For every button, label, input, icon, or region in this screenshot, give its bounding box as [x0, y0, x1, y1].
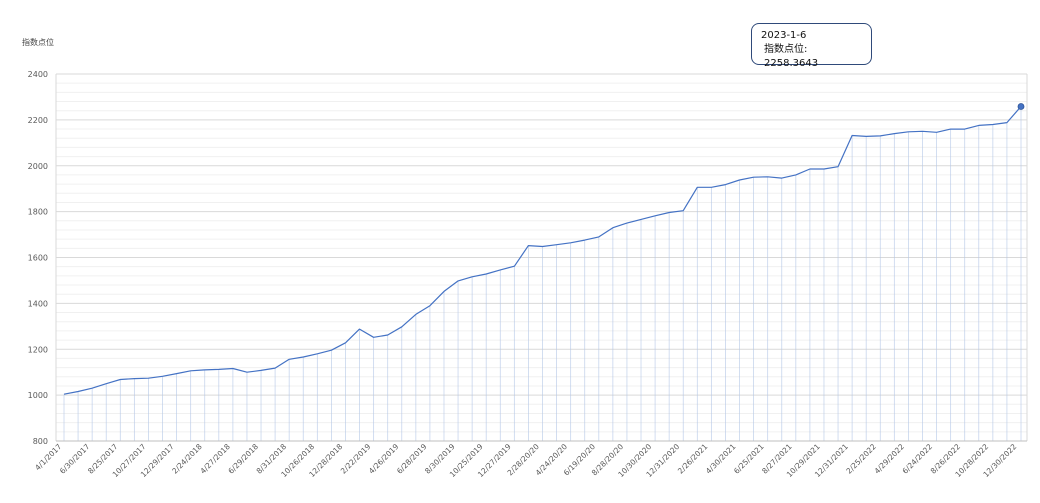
data-point-tooltip: 2023-1-6 指数点位: 2258.3643 — [751, 23, 872, 69]
y-tick-label: 1200 — [28, 345, 48, 354]
tooltip-value: 指数点位: 2258.3643 — [764, 44, 819, 69]
y-tick-label: 1400 — [28, 299, 48, 308]
y-tick-label: 1600 — [28, 254, 48, 263]
y-tick-label: 1800 — [28, 208, 48, 217]
y-tick-label: 800 — [33, 437, 48, 446]
y-axis-label: 指数点位 — [22, 38, 54, 47]
y-tick-label: 1000 — [28, 391, 48, 400]
tooltip-date: 2023-1-6 — [761, 30, 807, 41]
y-tick-label: 2000 — [28, 162, 48, 171]
y-tick-label: 2200 — [28, 116, 48, 125]
highlight-point — [1017, 103, 1025, 110]
series-line — [63, 106, 1022, 395]
y-tick-label: 2400 — [28, 70, 48, 79]
